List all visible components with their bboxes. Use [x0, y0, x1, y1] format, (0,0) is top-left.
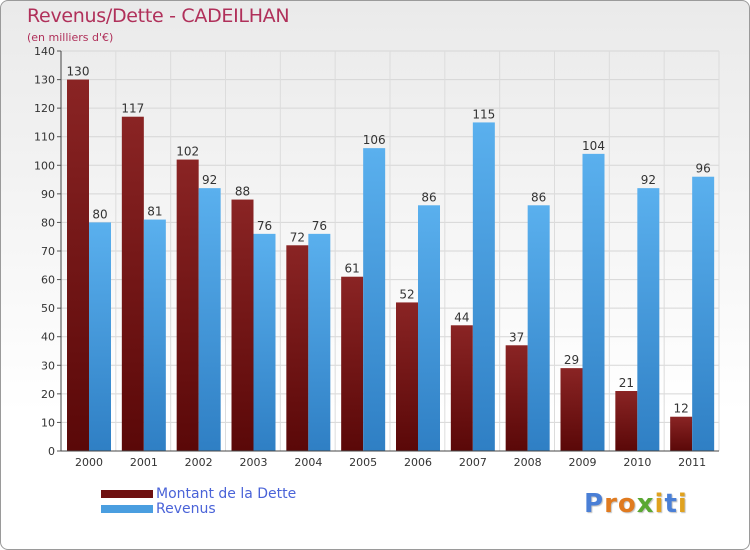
bar-revenus: [363, 148, 386, 451]
bar-revenus: [418, 205, 440, 451]
bar-debt: [121, 116, 144, 451]
legend-swatch-revenus: [101, 505, 153, 513]
data-label-revenus: 92: [641, 173, 656, 187]
y-tick-label: 130: [34, 74, 55, 87]
x-tick-label: 2007: [459, 456, 487, 469]
y-tick-label: 30: [41, 359, 55, 372]
data-label-revenus: 86: [421, 190, 436, 204]
bar-revenus: [692, 176, 715, 451]
logo-letter: t: [664, 489, 678, 519]
data-label-revenus: 115: [472, 107, 495, 121]
legend-label-revenus: Revenus: [156, 501, 216, 517]
data-label-debt: 88: [235, 185, 250, 199]
x-tick-label: 2003: [240, 456, 268, 469]
logo-letter: x: [636, 489, 655, 519]
y-tick-label: 120: [34, 102, 55, 115]
bar-debt: [505, 345, 528, 451]
y-tick-label: 0: [48, 445, 55, 458]
y-tick-label: 100: [34, 159, 55, 172]
data-label-debt: 61: [345, 262, 360, 276]
data-label-debt: 52: [399, 287, 414, 301]
data-label-debt: 72: [290, 230, 305, 244]
data-label-debt: 117: [121, 102, 144, 116]
data-label-revenus: 76: [257, 219, 272, 233]
y-tick-label: 20: [41, 388, 55, 401]
proxiti-logo: Proxiti: [584, 489, 688, 519]
bar-revenus: [582, 153, 605, 451]
bar-debt: [560, 368, 583, 451]
x-tick-label: 2002: [185, 456, 213, 469]
x-tick-label: 2008: [514, 456, 542, 469]
bar-debt: [615, 391, 638, 451]
data-label-revenus: 86: [531, 190, 546, 204]
data-label-debt: 29: [564, 353, 579, 367]
x-tick-label: 2010: [623, 456, 651, 469]
data-label-debt: 44: [454, 310, 469, 324]
bar-debt: [396, 302, 418, 451]
data-label-revenus: 81: [147, 205, 162, 219]
bar-revenus: [637, 188, 660, 451]
y-tick-label: 140: [34, 45, 55, 58]
y-tick-label: 70: [41, 245, 55, 258]
data-label-debt: 37: [509, 330, 524, 344]
data-label-revenus: 96: [696, 162, 711, 176]
x-tick-label: 2009: [569, 456, 597, 469]
bar-debt: [450, 325, 473, 451]
bar-revenus: [89, 222, 111, 451]
x-tick-label: 2006: [404, 456, 432, 469]
data-label-revenus: 80: [92, 207, 107, 221]
data-label-debt: 12: [674, 402, 689, 416]
logo-letter: r: [604, 489, 618, 519]
data-label-debt: 102: [176, 145, 199, 159]
bar-debt: [670, 416, 693, 451]
data-label-revenus: 92: [202, 173, 217, 187]
data-label-revenus: 76: [312, 219, 327, 233]
data-label-revenus: 106: [363, 133, 386, 147]
logo-letter: P: [584, 489, 605, 519]
x-tick-label: 2001: [130, 456, 158, 469]
bar-debt: [176, 159, 199, 452]
legend-label-debt: Montant de la Dette: [156, 486, 297, 502]
bar-revenus: [308, 233, 331, 451]
bar-debt: [341, 276, 364, 451]
bar-revenus: [527, 205, 550, 451]
logo-letter: i: [677, 489, 688, 519]
y-tick-label: 110: [34, 131, 55, 144]
data-label-debt: 21: [619, 376, 634, 390]
bar-debt: [231, 199, 254, 451]
legend-swatch-debt: [101, 490, 153, 498]
x-tick-label: 2004: [294, 456, 322, 469]
bar-revenus: [472, 122, 495, 451]
bar-revenus: [253, 233, 276, 451]
bar-debt: [67, 79, 89, 452]
y-tick-label: 40: [41, 331, 55, 344]
logo-letter: o: [617, 489, 637, 519]
bar-revenus: [143, 219, 166, 451]
logo-letter: i: [654, 489, 665, 519]
data-label-debt: 130: [67, 65, 90, 79]
bar-revenus: [198, 188, 221, 451]
x-tick-label: 2000: [75, 456, 103, 469]
y-tick-label: 80: [41, 216, 55, 229]
y-tick-label: 50: [41, 302, 55, 315]
y-tick-label: 90: [41, 188, 55, 201]
data-label-revenus: 104: [582, 139, 605, 153]
chart-subtitle: (en milliers d'€): [27, 31, 114, 44]
chart-title: Revenus/Dette - CADEILHAN: [27, 5, 290, 27]
y-tick-label: 10: [41, 416, 55, 429]
y-tick-label: 60: [41, 274, 55, 287]
bar-debt: [286, 245, 309, 451]
x-tick-label: 2011: [678, 456, 706, 469]
x-tick-label: 2005: [349, 456, 377, 469]
